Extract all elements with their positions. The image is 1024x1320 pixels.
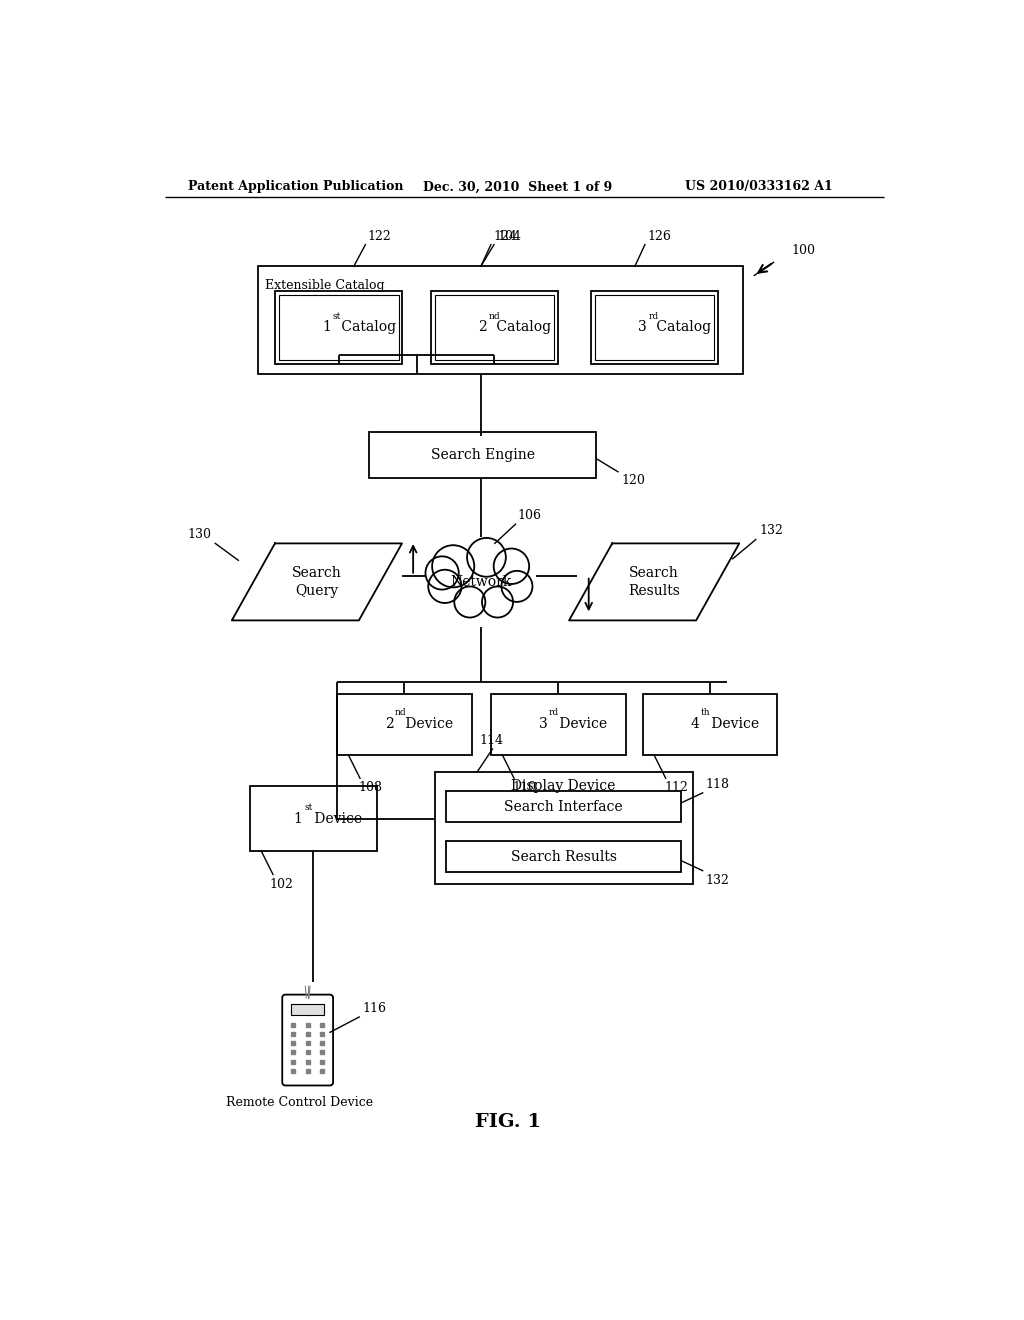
- Text: Search: Search: [630, 566, 679, 579]
- Text: 2: 2: [385, 717, 393, 731]
- Circle shape: [425, 556, 459, 590]
- Text: 1: 1: [323, 321, 331, 334]
- Text: 100: 100: [792, 244, 815, 257]
- Text: Device: Device: [310, 812, 362, 826]
- Text: Device: Device: [401, 717, 454, 731]
- Text: 116: 116: [362, 1002, 386, 1015]
- Bar: [431, 290, 558, 364]
- Bar: [591, 290, 718, 364]
- Text: 112: 112: [665, 781, 688, 795]
- Text: Query: Query: [295, 585, 339, 598]
- Text: rd: rd: [648, 313, 658, 321]
- Text: US 2010/0333162 A1: US 2010/0333162 A1: [685, 181, 833, 194]
- Text: 4: 4: [690, 717, 699, 731]
- Bar: [435, 772, 692, 884]
- Text: Search: Search: [292, 566, 342, 579]
- Text: Search Engine: Search Engine: [431, 447, 535, 462]
- Text: Network: Network: [451, 576, 512, 589]
- Text: Catalog: Catalog: [493, 321, 551, 334]
- Text: 130: 130: [187, 528, 211, 541]
- Text: st: st: [304, 803, 312, 812]
- Text: 110: 110: [512, 781, 537, 795]
- Bar: [275, 290, 402, 364]
- Bar: [250, 785, 377, 851]
- Text: 104: 104: [497, 230, 521, 243]
- Bar: [490, 693, 626, 755]
- Circle shape: [502, 570, 532, 602]
- Circle shape: [482, 586, 513, 618]
- Circle shape: [467, 539, 506, 577]
- Text: Device: Device: [555, 717, 607, 731]
- Circle shape: [455, 586, 485, 618]
- Text: 120: 120: [621, 474, 645, 487]
- Text: 132: 132: [760, 524, 783, 537]
- Text: Results: Results: [628, 585, 680, 598]
- Text: st: st: [333, 313, 341, 321]
- Text: FIG. 1: FIG. 1: [475, 1114, 541, 1131]
- Text: rd: rd: [549, 709, 559, 718]
- Text: Catalog: Catalog: [652, 321, 712, 334]
- Circle shape: [432, 545, 474, 587]
- Bar: [258, 267, 742, 374]
- Text: 3: 3: [638, 321, 647, 334]
- Text: 132: 132: [706, 874, 730, 887]
- Polygon shape: [231, 544, 402, 620]
- Text: 3: 3: [539, 717, 548, 731]
- Text: Catalog: Catalog: [337, 321, 395, 334]
- Polygon shape: [569, 544, 739, 620]
- Text: nd: nd: [488, 313, 500, 321]
- Text: 106: 106: [518, 508, 542, 521]
- Text: 1: 1: [294, 812, 303, 826]
- FancyBboxPatch shape: [283, 995, 333, 1085]
- Text: 108: 108: [358, 781, 383, 795]
- Text: 126: 126: [647, 230, 671, 243]
- Text: Dec. 30, 2010  Sheet 1 of 9: Dec. 30, 2010 Sheet 1 of 9: [423, 181, 612, 194]
- Text: Extensible Catalog: Extensible Catalog: [265, 279, 385, 292]
- Text: Search Results: Search Results: [511, 850, 616, 863]
- Bar: [643, 693, 777, 755]
- Text: 122: 122: [368, 230, 391, 243]
- Circle shape: [428, 570, 462, 603]
- Bar: [337, 693, 472, 755]
- Bar: [435, 294, 554, 360]
- Text: 2: 2: [478, 321, 486, 334]
- Text: Device: Device: [707, 717, 759, 731]
- Text: 102: 102: [269, 878, 293, 891]
- Bar: [370, 432, 596, 478]
- Text: 118: 118: [706, 777, 730, 791]
- Bar: [292, 1005, 324, 1015]
- Text: th: th: [700, 709, 711, 718]
- Text: Remote Control Device: Remote Control Device: [226, 1096, 374, 1109]
- Text: 124: 124: [494, 230, 517, 243]
- Text: 114: 114: [479, 734, 504, 747]
- Bar: [595, 294, 714, 360]
- Text: Display Device: Display Device: [512, 779, 615, 793]
- Circle shape: [494, 549, 529, 583]
- Bar: [446, 841, 681, 873]
- Bar: [280, 294, 398, 360]
- Text: Search Interface: Search Interface: [505, 800, 623, 813]
- Text: Patent Application Publication: Patent Application Publication: [188, 181, 403, 194]
- Bar: [446, 792, 681, 822]
- Text: nd: nd: [395, 709, 407, 718]
